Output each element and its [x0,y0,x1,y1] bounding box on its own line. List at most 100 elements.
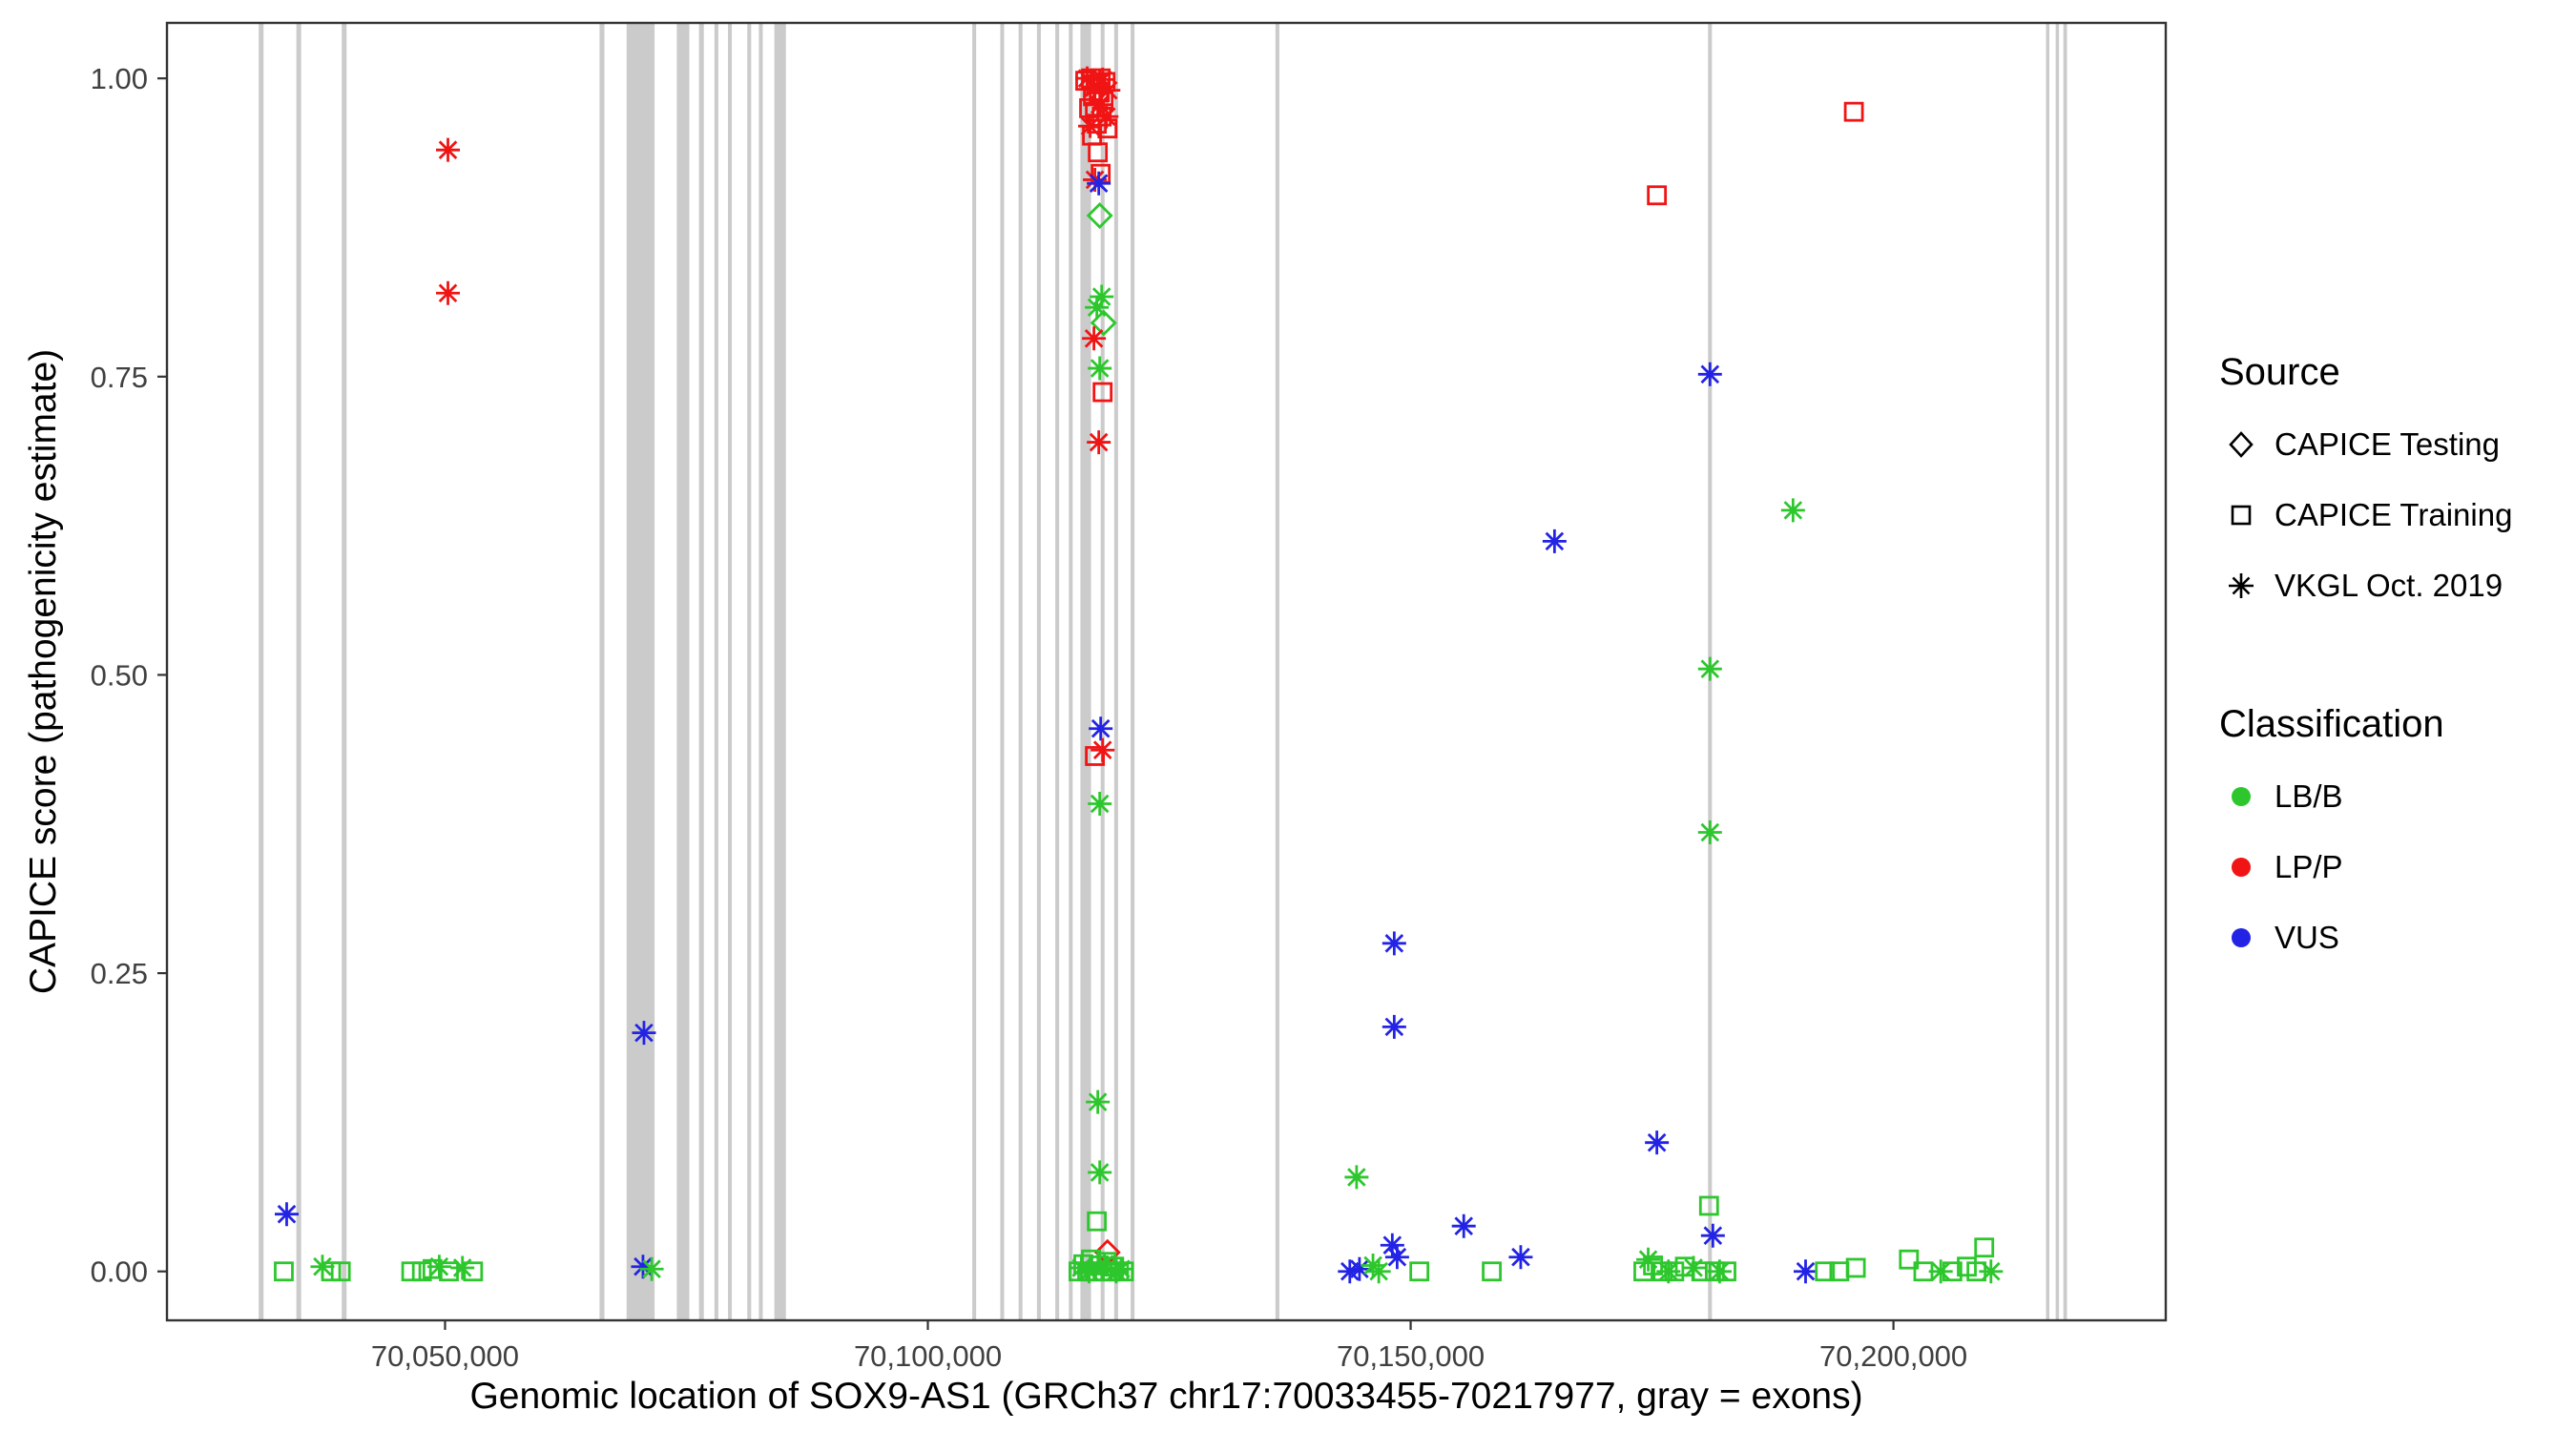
point-asterisk [1104,1259,1129,1284]
legend-item-lb-b: LB/B [2219,761,2512,832]
point-asterisk [639,1256,664,1281]
point-square [1088,142,1109,163]
point-asterisk [632,1021,656,1046]
data-points [274,66,2004,1284]
point-asterisk [1697,656,1722,681]
point-asterisk [1087,171,1111,196]
point-asterisk [1069,1255,1093,1280]
exon-band [626,23,655,1320]
point-asterisk [1109,1256,1133,1281]
exon-band [1000,23,1005,1320]
point-asterisk [436,280,461,305]
point-square [330,1261,351,1282]
x-tick-label: 70,050,000 [371,1339,519,1373]
exon-band [747,23,752,1320]
exon-bands [259,23,2067,1320]
point-square [274,1261,294,1282]
point-asterisk [1090,284,1114,309]
point-asterisk [1928,1259,1953,1284]
exon-band [296,23,301,1320]
point-asterisk [1656,1259,1681,1284]
point-square [1647,185,1668,206]
exon-band [1036,23,1041,1320]
point-asterisk [1096,78,1121,103]
dot-icon [2232,928,2251,947]
exon-band [1069,23,1073,1320]
point-square [1085,746,1106,766]
point-asterisk [1082,326,1107,351]
exon-band [774,23,786,1320]
point-asterisk [1780,498,1805,523]
point-asterisk [1094,104,1119,129]
point-asterisk [1707,1259,1732,1284]
y-tick-label: 0.25 [91,957,148,990]
point-asterisk [1082,75,1107,100]
panel-border [165,21,2168,1322]
exon-band [1113,23,1118,1320]
point-diamond [1090,309,1117,337]
y-tick-label: 0.50 [91,658,148,692]
exon-band [1018,23,1023,1320]
exon-band [676,23,690,1320]
exon-band [1275,23,1279,1320]
y-tick-label: 0.00 [91,1255,148,1289]
point-asterisk [1700,1223,1725,1248]
point-square [1482,1261,1502,1282]
point-asterisk [1088,356,1112,381]
point-square [411,1261,432,1282]
exon-band [2055,23,2060,1320]
exon-band [259,23,264,1320]
point-asterisk [1645,1130,1670,1155]
point-asterisk [1085,295,1110,320]
point-asterisk [1542,529,1567,553]
point-asterisk [1451,1213,1476,1238]
point-asterisk [1979,1259,2004,1284]
dot-icon [2232,858,2251,877]
diamond-icon [2229,431,2254,458]
exon-band [1055,23,1060,1320]
point-square [463,1261,484,1282]
exon-band [1131,23,1135,1320]
exon-band [728,23,733,1320]
legend: Source CAPICE Testing CAPICE Training VKGL… [2219,351,2512,973]
point-asterisk [1086,1089,1111,1114]
point-asterisk [1338,1259,1362,1284]
y-axis-title: CAPICE score (pathogenicity estimate) [23,348,64,995]
exon-band [972,23,977,1320]
y-tick-label: 0.75 [91,361,148,394]
point-asterisk [1366,1259,1391,1284]
legend-classification-items: LB/B LP/P VUS [2219,761,2512,973]
legend-label: LB/B [2275,778,2343,814]
legend-source: Source CAPICE Testing CAPICE Training VKGL… [2219,351,2512,621]
x-tick-label: 70,200,000 [1819,1339,1967,1373]
point-asterisk [1344,1165,1369,1190]
legend-item-lp-p: LP/P [2219,832,2512,902]
point-square [1409,1261,1430,1282]
point-square [1942,1261,1963,1282]
point-square [1845,1257,1866,1278]
exon-band [342,23,347,1320]
point-square [1087,1211,1108,1232]
point-asterisk [1697,362,1722,386]
point-asterisk [1088,792,1112,817]
point-asterisk [1384,1245,1409,1270]
legend-label: CAPICE Training [2275,497,2513,532]
point-asterisk [1089,716,1113,741]
point-asterisk [1636,1247,1661,1272]
point-asterisk [1508,1245,1533,1270]
x-tick-label: 70,100,000 [854,1339,1002,1373]
point-asterisk [1380,1233,1404,1257]
legend-classification-title: Classification [2219,703,2444,745]
dot-icon [2232,787,2251,806]
point-square [1974,1237,1995,1258]
y-tick-label: 1.00 [91,62,148,95]
point-asterisk [1681,1255,1706,1280]
point-square [401,1261,422,1282]
exon-band [2063,23,2067,1320]
legend-item-vkgl-oct-2019: VKGL Oct. 2019 [2219,550,2512,621]
point-asterisk [1091,67,1115,92]
point-square [1966,1261,1987,1282]
legend-label: VKGL Oct. 2019 [2275,568,2503,603]
